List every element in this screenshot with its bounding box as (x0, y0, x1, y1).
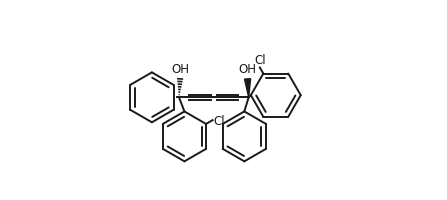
Text: OH: OH (171, 63, 189, 76)
Text: OH: OH (239, 63, 257, 76)
Text: Cl: Cl (254, 54, 266, 66)
Polygon shape (245, 79, 251, 98)
Text: Cl: Cl (214, 114, 225, 127)
